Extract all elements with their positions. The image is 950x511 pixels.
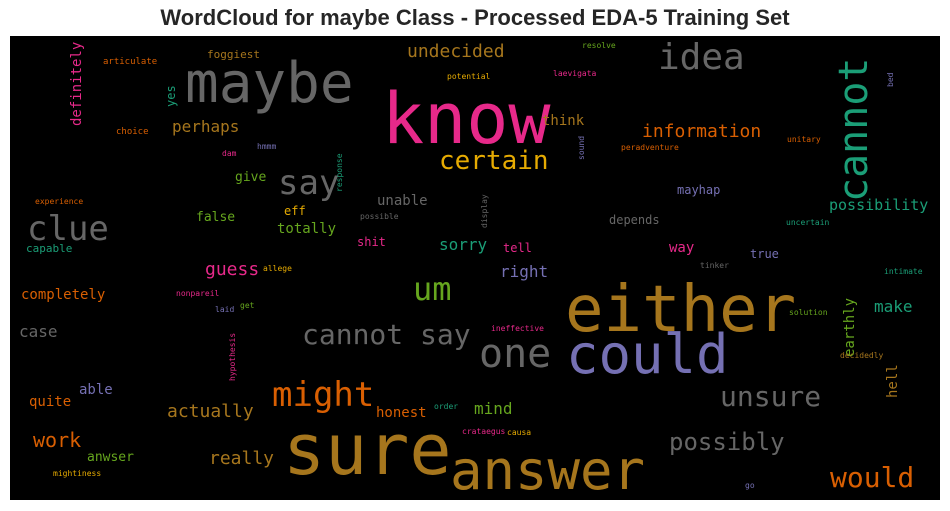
word-maybe: maybe bbox=[185, 51, 354, 116]
word-get: get bbox=[240, 301, 255, 310]
chart-title: WordCloud for maybe Class - Processed ED… bbox=[160, 5, 790, 30]
word-hypothesis: hypothesis bbox=[228, 332, 237, 381]
word-cannot: cannot bbox=[831, 57, 877, 203]
word-mightiness: mightiness bbox=[53, 469, 102, 478]
word-either: either bbox=[565, 273, 797, 347]
word-could: could bbox=[566, 323, 729, 386]
word-depends: depends bbox=[609, 213, 660, 227]
word-allege: allege bbox=[263, 264, 292, 273]
word-decidedly: decidedly bbox=[840, 351, 884, 360]
word-ineffective: ineffective bbox=[491, 324, 544, 333]
word-laevigata: laevigata bbox=[553, 69, 597, 78]
word-laid: laid bbox=[215, 305, 235, 314]
word-might: might bbox=[272, 375, 375, 415]
word-honest: honest bbox=[376, 405, 427, 421]
word-say: say bbox=[278, 163, 340, 203]
word-experience: experience bbox=[35, 197, 84, 206]
word-unable: unable bbox=[377, 193, 428, 209]
word-hell: hell bbox=[885, 364, 901, 398]
word-um: um bbox=[413, 270, 452, 308]
word-actually: actually bbox=[167, 401, 254, 422]
word-uncertain: uncertain bbox=[786, 218, 830, 227]
word-possibility: possibility bbox=[829, 196, 929, 214]
word-resolve: resolve bbox=[582, 41, 616, 50]
word-go: go bbox=[745, 481, 755, 490]
word-case: case bbox=[19, 322, 58, 341]
word-make: make bbox=[874, 297, 913, 316]
word-cannot-say: cannot say bbox=[302, 318, 471, 351]
word-know: know bbox=[382, 78, 551, 160]
wordcloud-canvas: know sure either maybe could answer cann… bbox=[10, 36, 940, 500]
word-answer: answer bbox=[450, 439, 646, 500]
word-nonpareil: nonpareil bbox=[176, 289, 220, 298]
word-display: display bbox=[480, 194, 489, 228]
word-really: really bbox=[209, 448, 275, 469]
word-tell: tell bbox=[503, 241, 532, 255]
word-mayhap: mayhap bbox=[677, 183, 721, 197]
word-articulate: articulate bbox=[103, 57, 158, 67]
word-quite: quite bbox=[29, 394, 72, 410]
word-potential: potential bbox=[447, 72, 491, 81]
word-mind: mind bbox=[474, 399, 513, 418]
word-perhaps: perhaps bbox=[172, 117, 240, 136]
word-peradventure: peradventure bbox=[621, 143, 679, 152]
word-order: order bbox=[434, 402, 459, 411]
word-definitely: definitely bbox=[69, 41, 85, 126]
word-work: work bbox=[33, 428, 82, 452]
word-crataegus: crataegus bbox=[462, 427, 506, 436]
word-true: true bbox=[750, 247, 779, 261]
word-sorry: sorry bbox=[439, 235, 488, 254]
word-yes: yes bbox=[164, 85, 178, 107]
word-response: response bbox=[335, 153, 344, 192]
word-certain: certain bbox=[439, 146, 549, 176]
word-idea: idea bbox=[658, 37, 745, 78]
word-false: false bbox=[196, 210, 236, 225]
word-completely: completely bbox=[21, 287, 106, 303]
word-would: would bbox=[830, 461, 915, 494]
word-sound: sound bbox=[577, 135, 586, 160]
word-right: right bbox=[500, 262, 549, 281]
word-dam: dam bbox=[222, 149, 237, 158]
word-unsure: unsure bbox=[720, 380, 822, 413]
word-anwser: anwser bbox=[87, 450, 134, 465]
word-solution: solution bbox=[789, 308, 828, 317]
word-able: able bbox=[79, 382, 113, 398]
word-possibly: possibly bbox=[669, 428, 785, 456]
word-earthly: earthly bbox=[842, 297, 858, 357]
word-unitary: unitary bbox=[787, 135, 821, 144]
word-intimate: intimate bbox=[884, 267, 923, 276]
word-totally: totally bbox=[277, 221, 337, 237]
word-one: one bbox=[479, 331, 552, 377]
word-causa: causa bbox=[507, 428, 532, 437]
word-sure: sure bbox=[283, 409, 452, 491]
word-capable: capable bbox=[26, 242, 73, 255]
word-guess: guess bbox=[205, 259, 260, 280]
word-clue: clue bbox=[27, 209, 109, 249]
word-way: way bbox=[669, 240, 695, 256]
word-shit: shit bbox=[357, 235, 386, 249]
word-give: give bbox=[235, 170, 267, 185]
word-bed: bed bbox=[886, 72, 895, 87]
word-foggiest: foggiest bbox=[207, 48, 260, 61]
word-possible: possible bbox=[360, 212, 399, 221]
word-tinker: tinker bbox=[700, 261, 729, 270]
word-think: think bbox=[542, 113, 585, 129]
word-choice: choice bbox=[116, 127, 149, 137]
word-hmmm: hmmm bbox=[257, 142, 277, 151]
word-eff: eff bbox=[284, 204, 306, 218]
word-undecided: undecided bbox=[407, 41, 505, 62]
word-information: information bbox=[642, 121, 762, 142]
